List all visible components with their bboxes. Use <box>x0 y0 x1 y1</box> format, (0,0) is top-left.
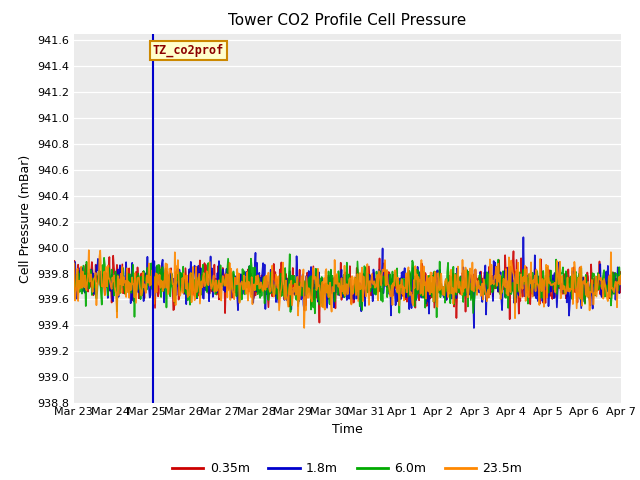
Title: Tower CO2 Profile Cell Pressure: Tower CO2 Profile Cell Pressure <box>228 13 467 28</box>
Y-axis label: Cell Pressure (mBar): Cell Pressure (mBar) <box>19 154 32 283</box>
X-axis label: Time: Time <box>332 423 363 436</box>
Legend: 0.35m, 1.8m, 6.0m, 23.5m: 0.35m, 1.8m, 6.0m, 23.5m <box>167 457 527 480</box>
Text: TZ_co2prof: TZ_co2prof <box>153 44 224 57</box>
